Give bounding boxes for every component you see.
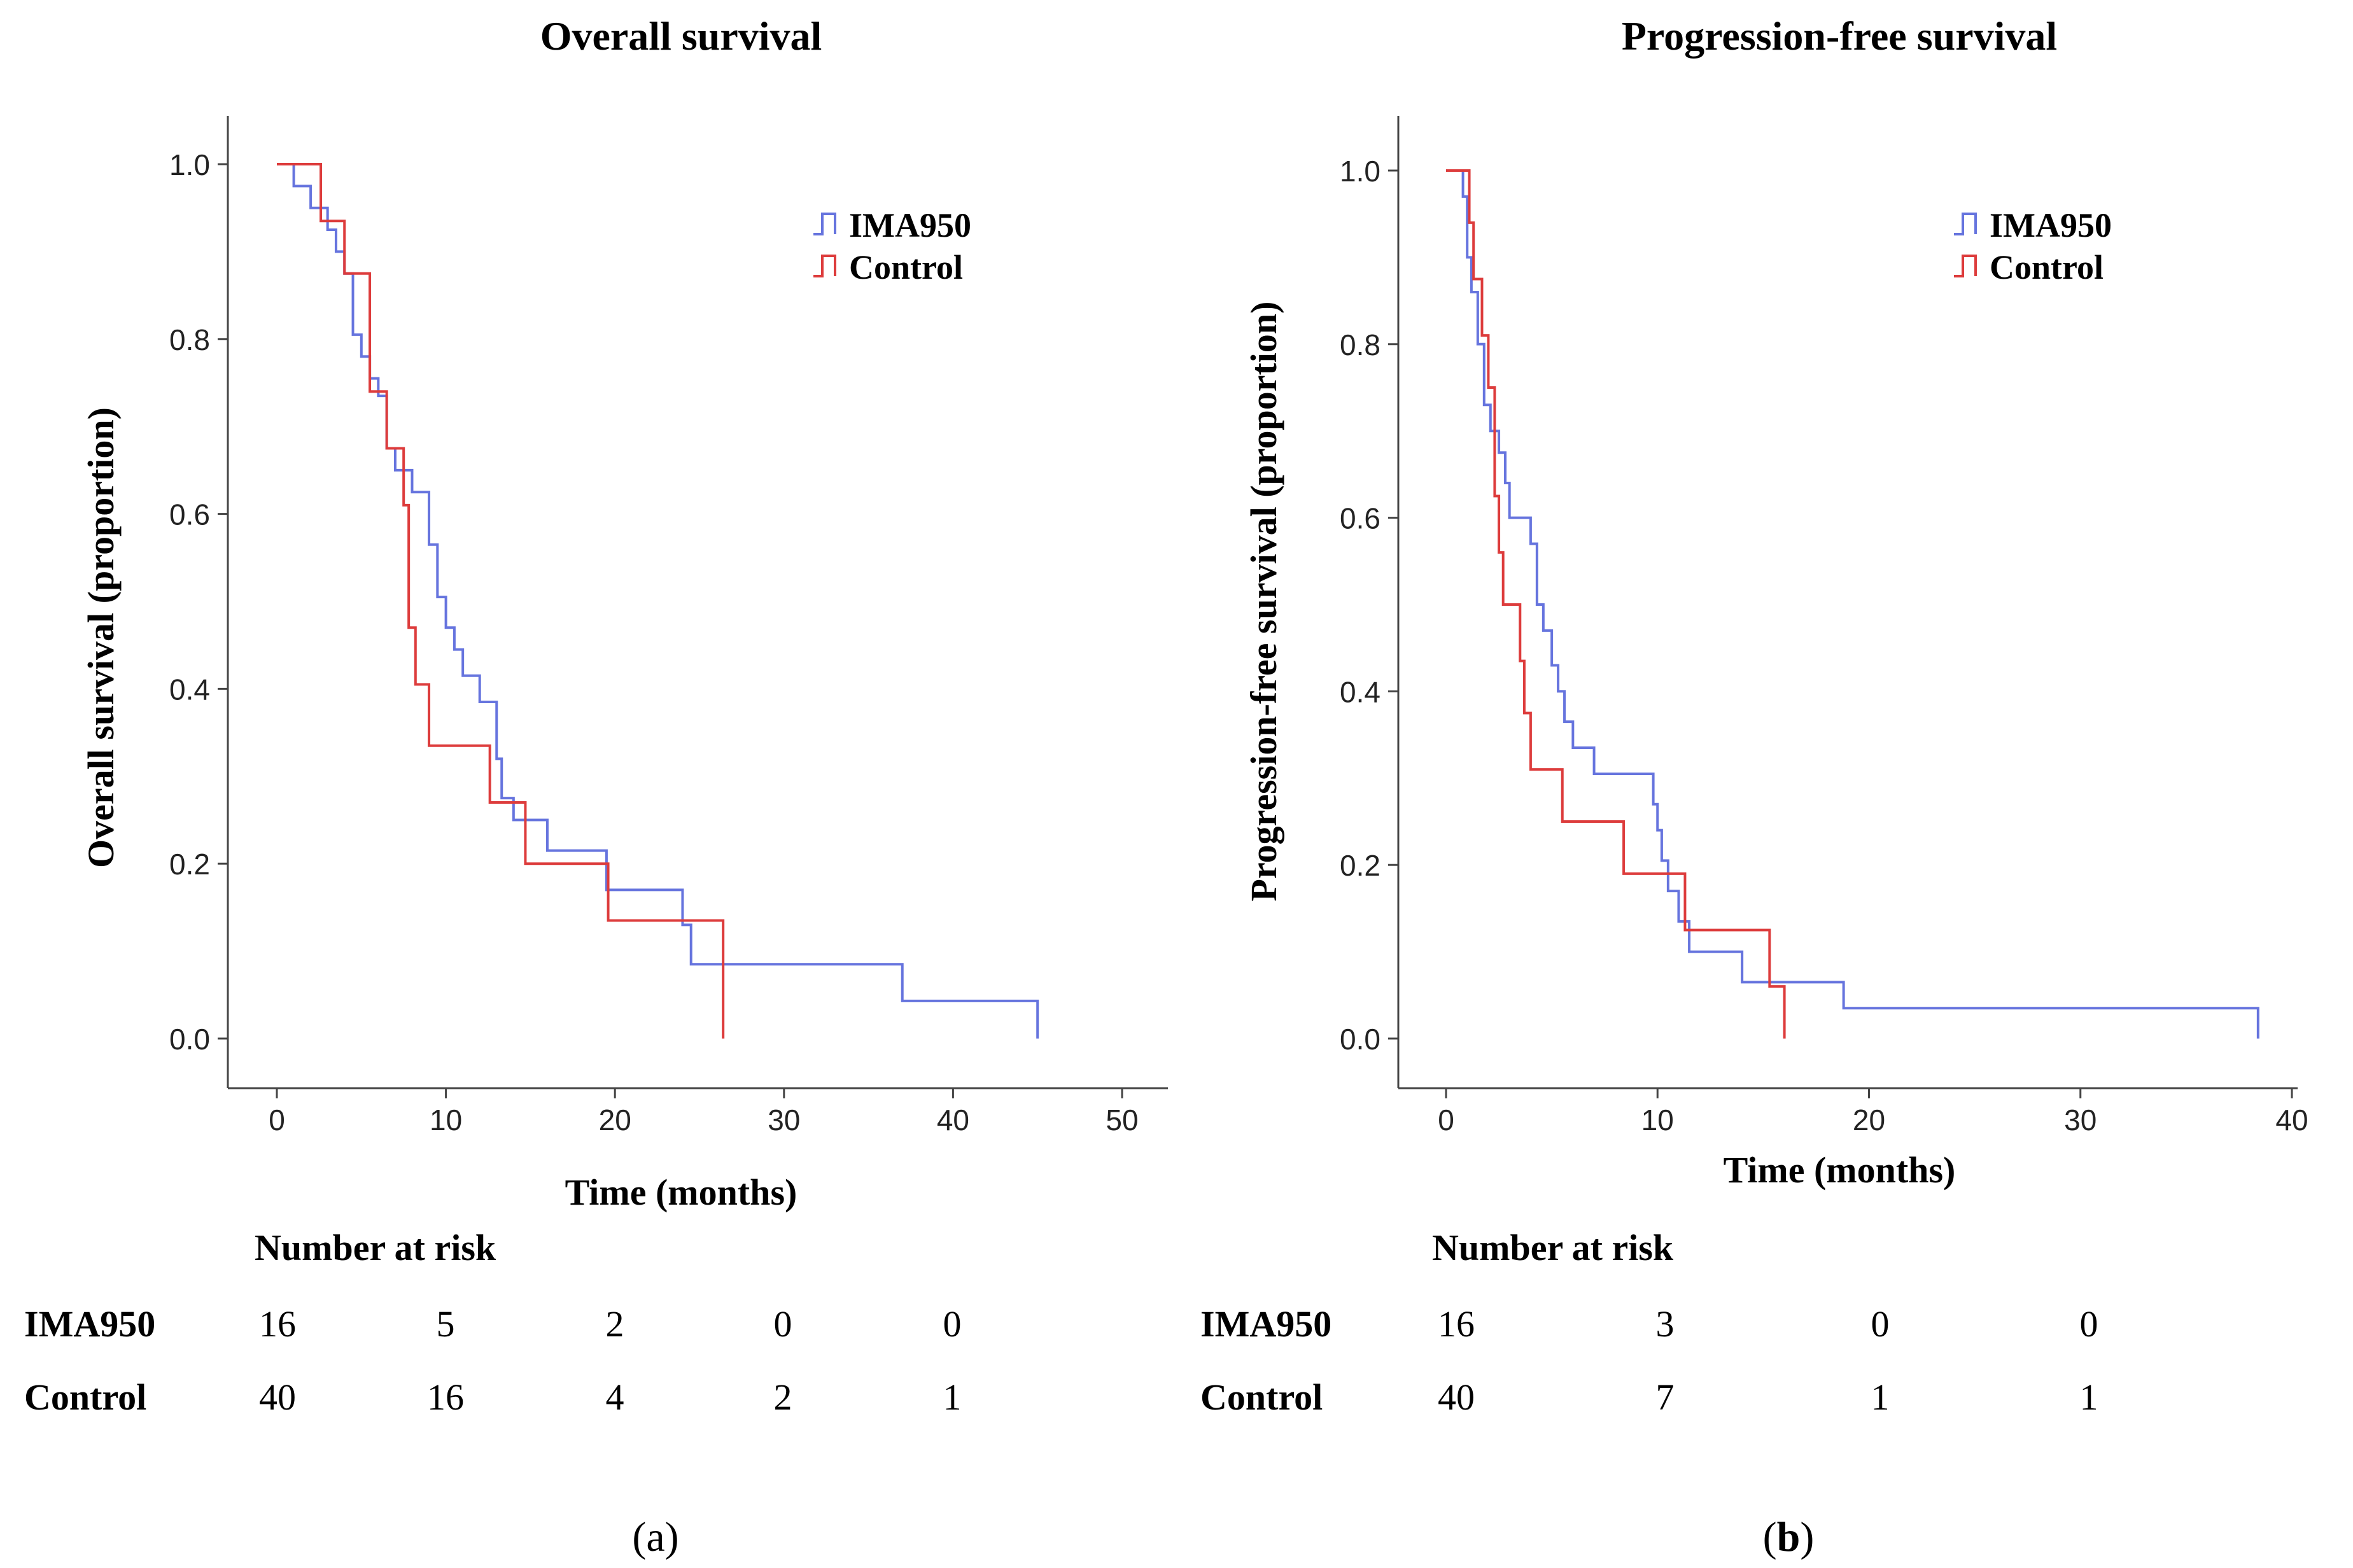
panel-label: (b) [1763,1514,1815,1560]
risk-count: 0 [774,1303,792,1345]
axes: 0.0 0.2 0.4 0.6 0.8 1.0 0 10 20 30 40 50 [169,116,1168,1137]
x-tick-label: 10 [430,1103,462,1137]
risk-count: 3 [1656,1303,1675,1345]
legend: IMA950 Control [1954,206,2112,286]
y-tick-label: 0.6 [1340,502,1380,535]
risk-row-label: Control [24,1376,146,1418]
risk-table-heading: Number at risk [255,1227,496,1268]
y-tick-label: 0.2 [1340,849,1380,882]
risk-count: 4 [606,1376,624,1418]
y-tick-label: 1.0 [169,148,210,181]
y-axis-label: Overall survival (proportion) [80,407,122,868]
risk-count: 0 [943,1303,962,1345]
y-tick-label: 0.0 [1340,1023,1380,1056]
risk-count: 2 [606,1303,624,1345]
risk-count: 40 [259,1376,296,1418]
x-tick-label: 0 [269,1103,285,1137]
risk-count: 1 [2080,1376,2098,1418]
y-tick-label: 0.8 [1340,328,1380,361]
risk-count: 0 [1871,1303,1890,1345]
x-tick-label: 40 [2275,1103,2308,1137]
y-tick-label: 0.4 [1340,675,1380,708]
risk-count: 2 [774,1376,792,1418]
panel-label: (a) [632,1514,678,1560]
x-tick-label: 20 [599,1103,631,1137]
panel-overall-survival: Overall survival Overall survival (propo… [24,13,1168,1560]
series-line-ima950 [277,163,1039,1039]
legend-label: IMA950 [1990,206,2112,244]
risk-count: 1 [1871,1376,1890,1418]
x-tick-label: 10 [1641,1103,1674,1137]
risk-count: 40 [1438,1376,1475,1418]
panel-progression-free-survival: Progression-free survival Progression-fr… [1200,13,2308,1560]
risk-row-label: Control [1200,1376,1323,1418]
risk-row-label: IMA950 [24,1303,155,1345]
chart-title: Overall survival [540,13,822,59]
series-group [1446,169,2259,1039]
risk-table: IMA950 16 3 0 0 Control 40 7 1 1 [1200,1303,2098,1418]
series-group [277,163,1039,1039]
chart-title: Progression-free survival [1622,13,2057,59]
risk-table-heading: Number at risk [1432,1227,1674,1268]
y-axis-label: Progression-free survival (proportion) [1243,302,1284,902]
legend-swatch [1954,255,1977,277]
y-tick-label: 0.8 [169,323,210,356]
y-tick-label: 1.0 [1340,155,1380,188]
risk-count: 5 [437,1303,455,1345]
x-tick-label: 50 [1106,1103,1138,1137]
x-tick-label: 30 [768,1103,800,1137]
series-line-ima950 [1446,169,2259,1039]
x-tick-label: 40 [937,1103,969,1137]
x-axis-label: Time (months) [1724,1149,1956,1191]
legend: IMA950 Control [813,206,971,286]
risk-count: 16 [1438,1303,1475,1345]
risk-count: 0 [2080,1303,2098,1345]
risk-row-label: IMA950 [1200,1303,1331,1345]
series-line-control [1446,169,1786,1039]
x-tick-label: 20 [1853,1103,1885,1137]
y-tick-label: 0.0 [169,1023,210,1056]
y-tick-label: 0.2 [169,848,210,881]
legend-label: Control [849,248,963,286]
risk-count: 1 [943,1376,962,1418]
y-tick-label: 0.4 [169,673,210,706]
y-tick-label: 0.6 [169,498,210,531]
x-tick-label: 0 [1438,1103,1454,1137]
risk-count: 7 [1656,1376,1675,1418]
axes: 0.0 0.2 0.4 0.6 0.8 1.0 0 10 20 30 40 [1340,116,2308,1137]
risk-count: 16 [427,1376,464,1418]
legend-label: Control [1990,248,2104,286]
risk-count: 16 [259,1303,296,1345]
risk-table: IMA950 16 5 2 0 0 Control 40 16 4 2 1 [24,1303,962,1418]
legend-swatch [813,255,836,277]
legend-label: IMA950 [849,206,971,244]
series-line-control [277,163,725,1039]
x-axis-label: Time (months) [565,1172,797,1213]
legend-swatch [1954,213,1977,235]
x-tick-label: 30 [2064,1103,2097,1137]
legend-swatch [813,213,836,235]
